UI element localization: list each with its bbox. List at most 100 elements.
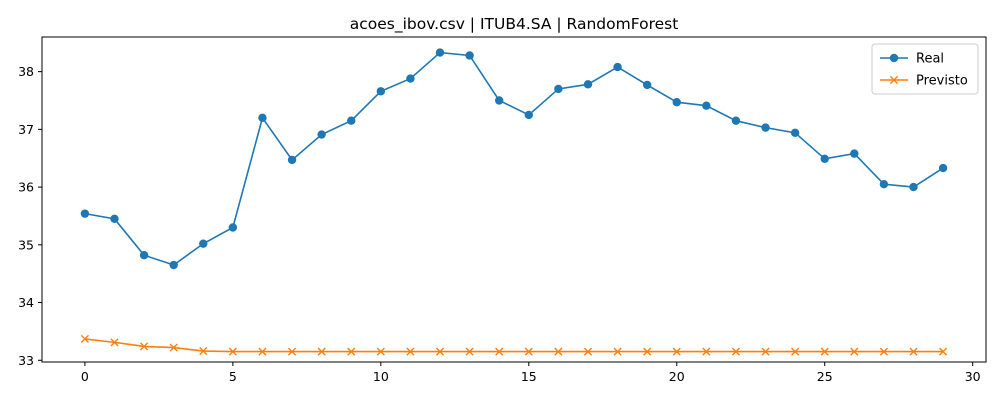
- x-marker-stroke: [791, 347, 800, 356]
- data-point-real: [110, 214, 119, 224]
- x-marker-stroke: [850, 347, 859, 356]
- data-point-previsto: [672, 347, 681, 356]
- chart-title: acoes_ibov.csv | ITUB4.SA | RandomForest: [350, 15, 679, 34]
- data-point-real: [761, 123, 770, 132]
- x-marker-stroke: [643, 347, 652, 356]
- legend-label-previsto: Previsto: [916, 74, 968, 89]
- data-point-previsto: [199, 346, 208, 356]
- legend-box: [871, 43, 979, 95]
- data-point-previsto: [465, 347, 474, 356]
- x-marker-stroke: [376, 347, 385, 356]
- x-marker-stroke: [613, 347, 622, 356]
- data-point-previsto: [909, 347, 918, 356]
- x-tick-label: 15: [521, 369, 537, 384]
- series-line-real: [84, 51, 944, 266]
- data-point-previsto: [554, 347, 563, 356]
- x-marker-stroke: [702, 347, 711, 356]
- x-marker-stroke: [889, 75, 899, 85]
- data-point-real: [228, 223, 238, 232]
- x-marker-stroke: [820, 347, 829, 356]
- x-marker-stroke: [406, 347, 415, 356]
- x-marker-stroke: [909, 347, 918, 356]
- y-tick-label: 37: [18, 122, 34, 137]
- data-point-real: [139, 251, 149, 260]
- legend-marker-previsto: [889, 75, 899, 85]
- x-tick-label: 5: [229, 369, 237, 384]
- series-line-previsto: [84, 338, 944, 353]
- data-point-previsto: [583, 347, 593, 356]
- y-tick-label: 38: [18, 64, 34, 79]
- data-point-previsto: [938, 347, 948, 356]
- data-point-previsto: [791, 347, 800, 356]
- data-point-previsto: [347, 347, 356, 356]
- y-tick-label: 35: [18, 237, 34, 252]
- data-point-real: [435, 48, 445, 57]
- data-point-previsto: [761, 347, 770, 356]
- data-point-real: [465, 51, 474, 60]
- data-point-real: [672, 98, 681, 107]
- data-point-previsto: [435, 347, 445, 356]
- x-marker-stroke: [347, 347, 356, 356]
- data-point-previsto: [406, 347, 415, 356]
- data-point-real: [850, 149, 859, 158]
- data-point-real: [376, 87, 386, 96]
- data-point-real: [317, 130, 326, 139]
- x-marker-stroke: [731, 347, 741, 356]
- data-point-real: [583, 80, 593, 89]
- x-marker-stroke: [258, 347, 267, 356]
- data-point-real: [495, 96, 504, 105]
- data-point-previsto: [820, 347, 829, 356]
- data-point-previsto: [110, 338, 119, 347]
- legend-label-real: Real: [916, 52, 944, 67]
- data-point-real: [613, 62, 622, 72]
- x-marker-stroke: [495, 347, 504, 356]
- x-tick-label: 0: [81, 369, 89, 384]
- data-point-real: [258, 113, 267, 123]
- x-marker-stroke: [110, 338, 119, 347]
- plot-area: [80, 48, 948, 356]
- data-point-previsto: [228, 347, 237, 356]
- data-point-real: [199, 239, 208, 248]
- x-tick-label: 30: [965, 369, 981, 384]
- data-point-previsto: [879, 347, 889, 356]
- data-point-previsto: [139, 342, 149, 351]
- x-marker-stroke: [879, 347, 889, 356]
- plot-frame: [41, 36, 987, 363]
- x-marker-stroke: [938, 347, 948, 356]
- data-point-previsto: [524, 347, 533, 356]
- data-point-previsto: [258, 347, 267, 356]
- x-marker-stroke: [554, 347, 563, 356]
- data-point-previsto: [80, 334, 90, 344]
- legend-marker-real: [889, 53, 899, 63]
- y-tick-label: 34: [18, 295, 34, 310]
- x-tick-label: 10: [373, 369, 389, 384]
- data-point-previsto: [702, 347, 711, 356]
- x-marker-stroke: [199, 346, 208, 356]
- data-point-previsto: [287, 347, 297, 356]
- x-marker-stroke: [287, 347, 297, 356]
- x-marker-stroke: [169, 343, 178, 352]
- data-point-real: [642, 80, 652, 90]
- y-tick-label: 36: [18, 180, 34, 195]
- x-tick-label: 25: [817, 369, 833, 384]
- data-point-real: [790, 128, 800, 138]
- data-point-real: [702, 101, 711, 110]
- x-marker-stroke: [524, 347, 533, 356]
- y-tick-label: 33: [18, 353, 34, 368]
- x-marker-stroke: [228, 347, 237, 356]
- data-point-real: [287, 155, 297, 165]
- x-marker-stroke: [317, 347, 326, 356]
- data-point-real: [169, 260, 178, 270]
- data-point-previsto: [376, 347, 385, 356]
- data-point-real: [731, 116, 741, 125]
- data-point-real: [347, 116, 356, 125]
- data-point-real: [406, 74, 415, 83]
- data-point-previsto: [317, 347, 326, 356]
- x-marker-stroke: [435, 347, 445, 356]
- data-point-previsto: [495, 347, 504, 356]
- x-marker-stroke: [139, 342, 149, 351]
- data-point-previsto: [613, 347, 622, 356]
- data-point-real: [938, 163, 948, 173]
- data-point-real: [524, 110, 533, 120]
